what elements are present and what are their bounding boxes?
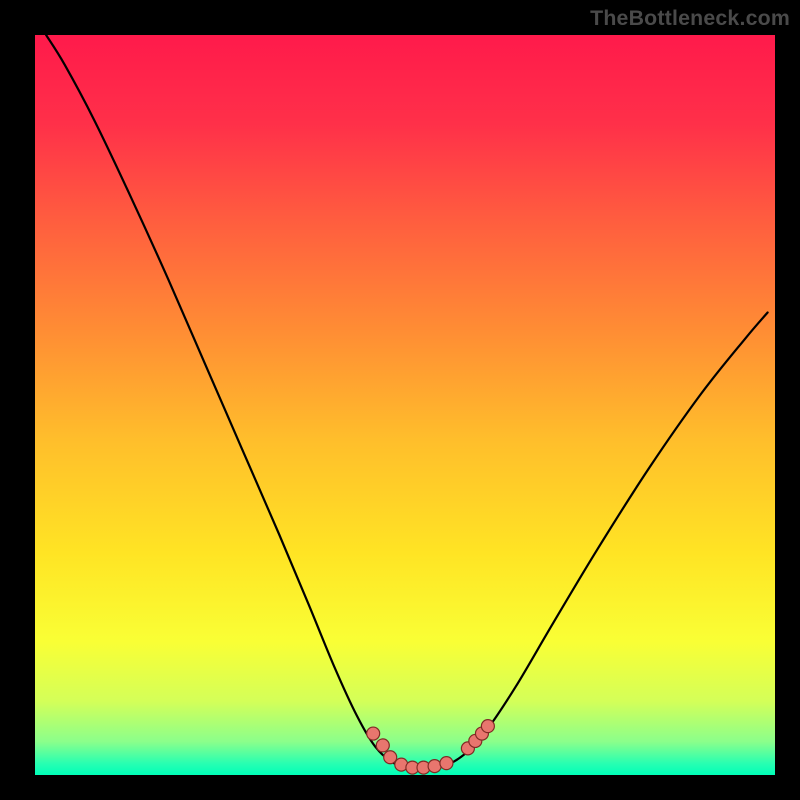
- curve-marker: [367, 727, 380, 740]
- curve-marker: [428, 760, 441, 773]
- bottleneck-curve-chart: [0, 0, 800, 800]
- plot-background: [35, 35, 775, 775]
- curve-marker: [481, 720, 494, 733]
- chart-root: TheBottleneck.com: [0, 0, 800, 800]
- curve-marker: [376, 739, 389, 752]
- curve-marker: [440, 757, 453, 770]
- watermark-text: TheBottleneck.com: [590, 6, 790, 31]
- curve-marker: [384, 751, 397, 764]
